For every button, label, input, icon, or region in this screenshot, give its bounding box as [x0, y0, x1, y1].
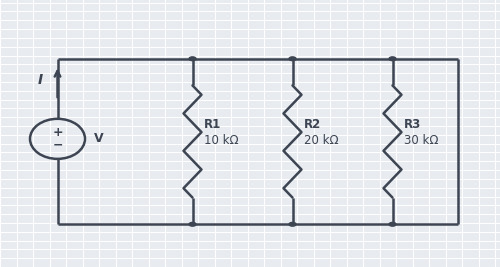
Text: V: V	[94, 132, 104, 145]
Text: R1: R1	[204, 118, 221, 131]
Circle shape	[189, 57, 196, 61]
Circle shape	[289, 222, 296, 226]
Text: 10 kΩ: 10 kΩ	[204, 134, 238, 147]
Text: I: I	[38, 73, 43, 87]
Circle shape	[389, 222, 396, 226]
Text: R3: R3	[404, 118, 421, 131]
Circle shape	[289, 57, 296, 61]
Text: 30 kΩ: 30 kΩ	[404, 134, 438, 147]
Text: −: −	[52, 138, 63, 151]
Text: R2: R2	[304, 118, 321, 131]
Text: +: +	[52, 127, 63, 139]
Circle shape	[389, 57, 396, 61]
Text: 20 kΩ: 20 kΩ	[304, 134, 338, 147]
Circle shape	[189, 222, 196, 226]
